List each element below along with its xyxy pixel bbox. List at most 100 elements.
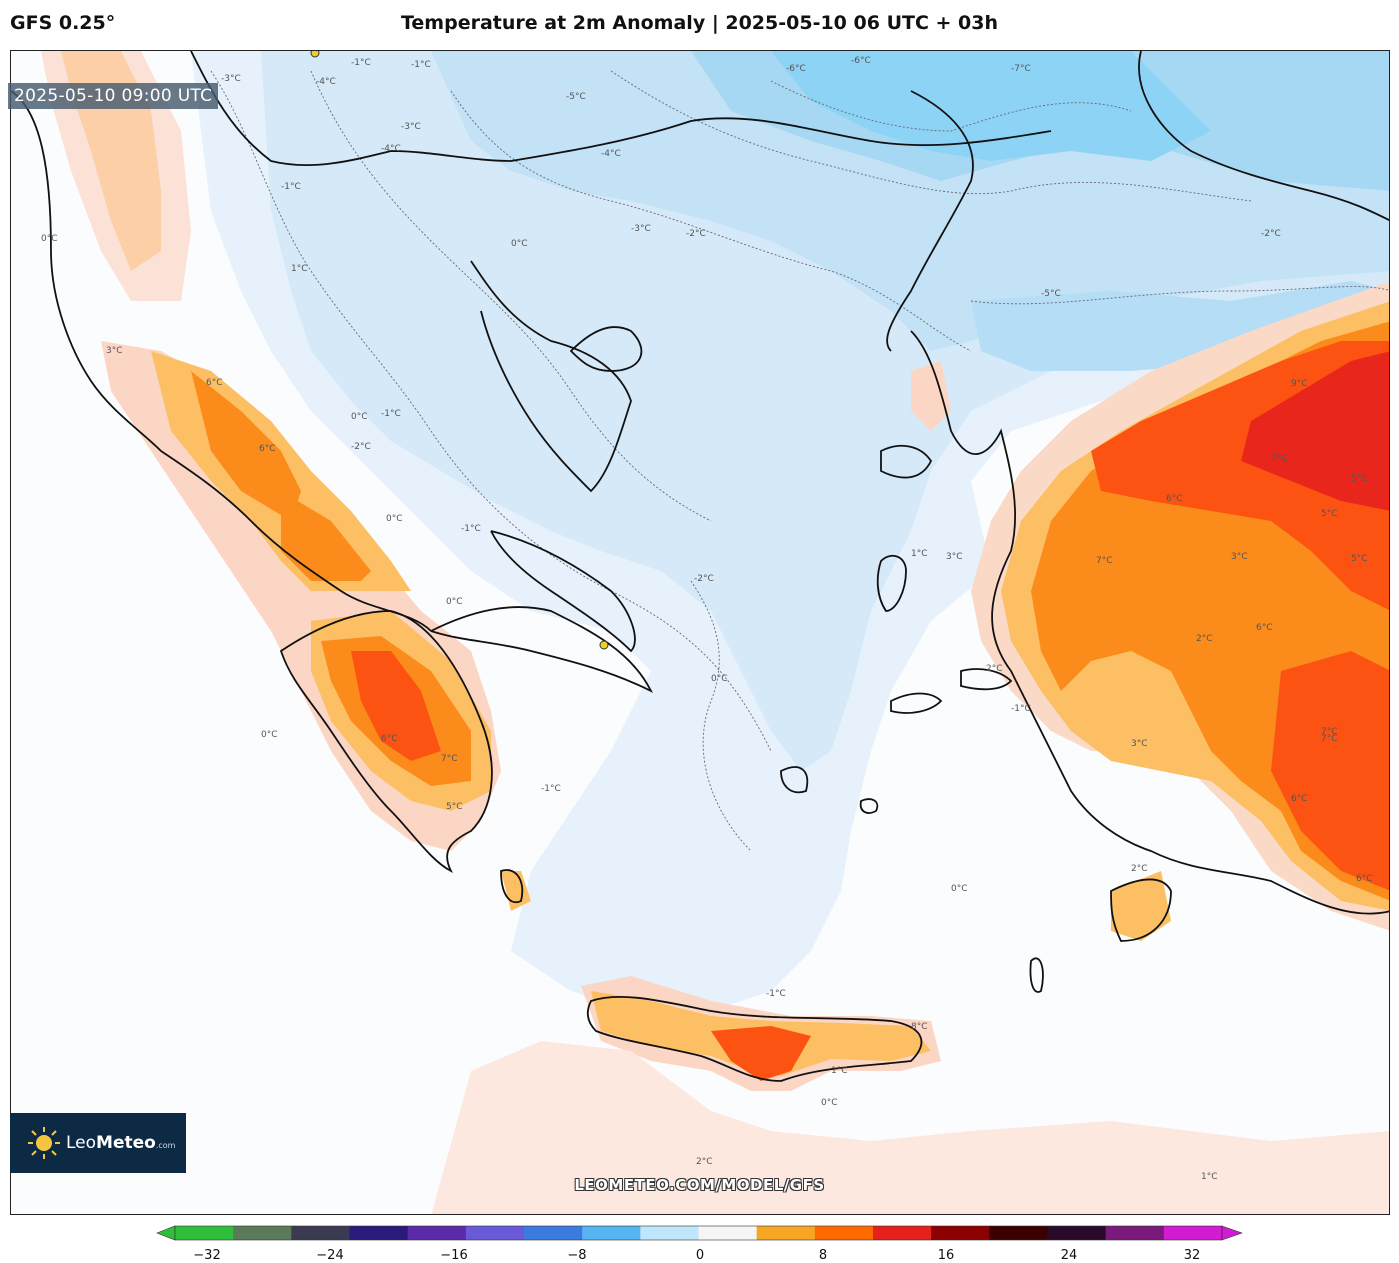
negative-anomaly-fields bbox=[191, 51, 1389, 1011]
contour-label: 0°C bbox=[951, 884, 968, 894]
leometeo-logo[interactable]: LeoMeteo.com bbox=[10, 1113, 186, 1173]
contour-label: 3°C bbox=[1131, 739, 1148, 749]
coast-balkan-west bbox=[11, 90, 432, 632]
negative-contour-lines bbox=[210, 70, 1389, 852]
logo-brand-light: Leo bbox=[66, 1133, 97, 1153]
warm-lesbos bbox=[911, 361, 951, 431]
warm-rhodes bbox=[1111, 871, 1171, 941]
colorbar-tick-label: 32 bbox=[1183, 1248, 1201, 1263]
contour-label: -3°C bbox=[631, 224, 651, 234]
warm-epirus-core bbox=[281, 491, 371, 581]
anomaly-map: -1°C -1°C -3°C -4°C -5°C -6°C -6°C -7°C -3°C -4°C… bbox=[10, 50, 1390, 1215]
colorbar-border bbox=[174, 1225, 1223, 1241]
contour-label: -7°C bbox=[1011, 64, 1031, 74]
coast-samos bbox=[960, 668, 1013, 691]
contour-label: 3°C bbox=[1231, 552, 1248, 562]
contour-label: 6°C bbox=[1356, 874, 1373, 884]
city-marker-north bbox=[310, 51, 320, 58]
colorbar-tick-label: −8 bbox=[567, 1248, 587, 1263]
contour-label: 0°C bbox=[261, 730, 278, 740]
colorbar-tick-label: 16 bbox=[937, 1248, 955, 1263]
contour-label: 1°C bbox=[1201, 1172, 1218, 1182]
coast-naxos bbox=[780, 766, 809, 794]
contour-label: -1°C bbox=[351, 58, 371, 68]
colorbar-tick-label: 0 bbox=[695, 1248, 705, 1263]
contour-label: -4°C bbox=[316, 77, 336, 87]
positive-anomaly-fields bbox=[41, 51, 1389, 1214]
contour-label: 3°C bbox=[946, 552, 963, 562]
contour-label: 2°C bbox=[986, 664, 1003, 674]
colorbar-segment bbox=[814, 1226, 874, 1240]
warm-peloponnese-core bbox=[351, 651, 441, 761]
warm-greece-west-core bbox=[191, 371, 301, 521]
contour-label: 6°C bbox=[381, 734, 398, 744]
contour-label: 0°C bbox=[41, 234, 58, 244]
logo-brand-bold: Meteo bbox=[96, 1133, 156, 1153]
warm-kythera bbox=[501, 871, 531, 911]
contour-label: 7°C bbox=[1271, 454, 1288, 464]
colorbar-scale bbox=[156, 1225, 1243, 1241]
coast-turkey-west bbox=[910, 330, 1389, 915]
contour-label: -1°C bbox=[381, 409, 401, 419]
colorbar-segment bbox=[1047, 1226, 1107, 1240]
contour-label: 7°C bbox=[1321, 727, 1338, 737]
contour-label: -3°C bbox=[221, 74, 241, 84]
colorbar-segment bbox=[233, 1226, 292, 1240]
colorbar-segment bbox=[989, 1226, 1048, 1240]
contour-label: 7°C bbox=[441, 754, 458, 764]
coast-crete bbox=[586, 996, 923, 1082]
coast-peloponnese bbox=[279, 610, 493, 874]
contour-label: 0°C bbox=[351, 412, 368, 422]
contour-label: -1°C bbox=[411, 60, 431, 70]
coast-euboea bbox=[490, 530, 636, 653]
contour-label: -2°C bbox=[694, 574, 714, 584]
coast-rhodes bbox=[1110, 878, 1172, 942]
warm-south-sea bbox=[431, 1041, 1389, 1214]
contour-label: -2°C bbox=[351, 442, 371, 452]
contour-label: -1°C bbox=[461, 524, 481, 534]
contour-label: 2°C bbox=[1131, 864, 1148, 874]
contour-minus-3 bbox=[450, 90, 972, 352]
contour-label: -6°C bbox=[786, 64, 806, 74]
map-canvas: -1°C -1°C -3°C -4°C -5°C -6°C -6°C -7°C -3°C -4°C… bbox=[11, 51, 1389, 1214]
coast-kos bbox=[890, 692, 943, 714]
contour-label: -1°C bbox=[1011, 704, 1031, 714]
contour-label: 5°C bbox=[446, 802, 463, 812]
contour-label: 5°C bbox=[1321, 509, 1338, 519]
coast-black-sea bbox=[1138, 51, 1389, 222]
contour-label: 0°C bbox=[821, 1098, 838, 1108]
contour-label: 6°C bbox=[1291, 794, 1308, 804]
contour-minus-4 bbox=[610, 70, 1252, 202]
contour-label: 0°C bbox=[386, 514, 403, 524]
sun-icon bbox=[28, 1127, 60, 1159]
watermark[interactable]: LEOMETEO.COM/MODEL/GFS bbox=[574, 1176, 825, 1194]
contour-minus-1 bbox=[210, 70, 772, 752]
contour-label: -6°C bbox=[851, 56, 871, 66]
contour-label: 2°C bbox=[696, 1157, 713, 1167]
city-marker-athens bbox=[599, 640, 609, 650]
contour-label: -1°C bbox=[766, 989, 786, 999]
model-label: GFS 0.25° bbox=[10, 12, 116, 34]
colorbar-segment bbox=[931, 1226, 990, 1240]
coastlines bbox=[11, 51, 1389, 1082]
colorbar-segment bbox=[465, 1226, 525, 1240]
contour-label: 1°C bbox=[911, 549, 928, 559]
border-north bbox=[190, 51, 1052, 166]
colorbar-segment bbox=[756, 1226, 816, 1240]
contour-minus-2 bbox=[310, 70, 712, 522]
colorbar-segment bbox=[524, 1226, 583, 1240]
contour-label: 3°C bbox=[106, 346, 123, 356]
contour-label: 0°C bbox=[511, 239, 528, 249]
contour-label: 1°C bbox=[291, 264, 308, 274]
contour-label: 6°C bbox=[1166, 494, 1183, 504]
contour-labels: -1°C -1°C -3°C -4°C -5°C -6°C -6°C -7°C -3°C -4°C… bbox=[41, 56, 1373, 1182]
contour-label: -1°C bbox=[281, 182, 301, 192]
coast-chios bbox=[876, 554, 907, 612]
contour-label: 7°C bbox=[1321, 734, 1338, 744]
contour-label: 9°C bbox=[1291, 379, 1308, 389]
colorbar: −32 −24 −16 −8 0 8 16 24 32 bbox=[0, 1224, 1399, 1263]
coast-santorini bbox=[859, 798, 879, 814]
colorbar-segment bbox=[873, 1226, 932, 1240]
contour-label: -5°C bbox=[566, 92, 586, 102]
colorbar-segment bbox=[640, 1226, 699, 1240]
